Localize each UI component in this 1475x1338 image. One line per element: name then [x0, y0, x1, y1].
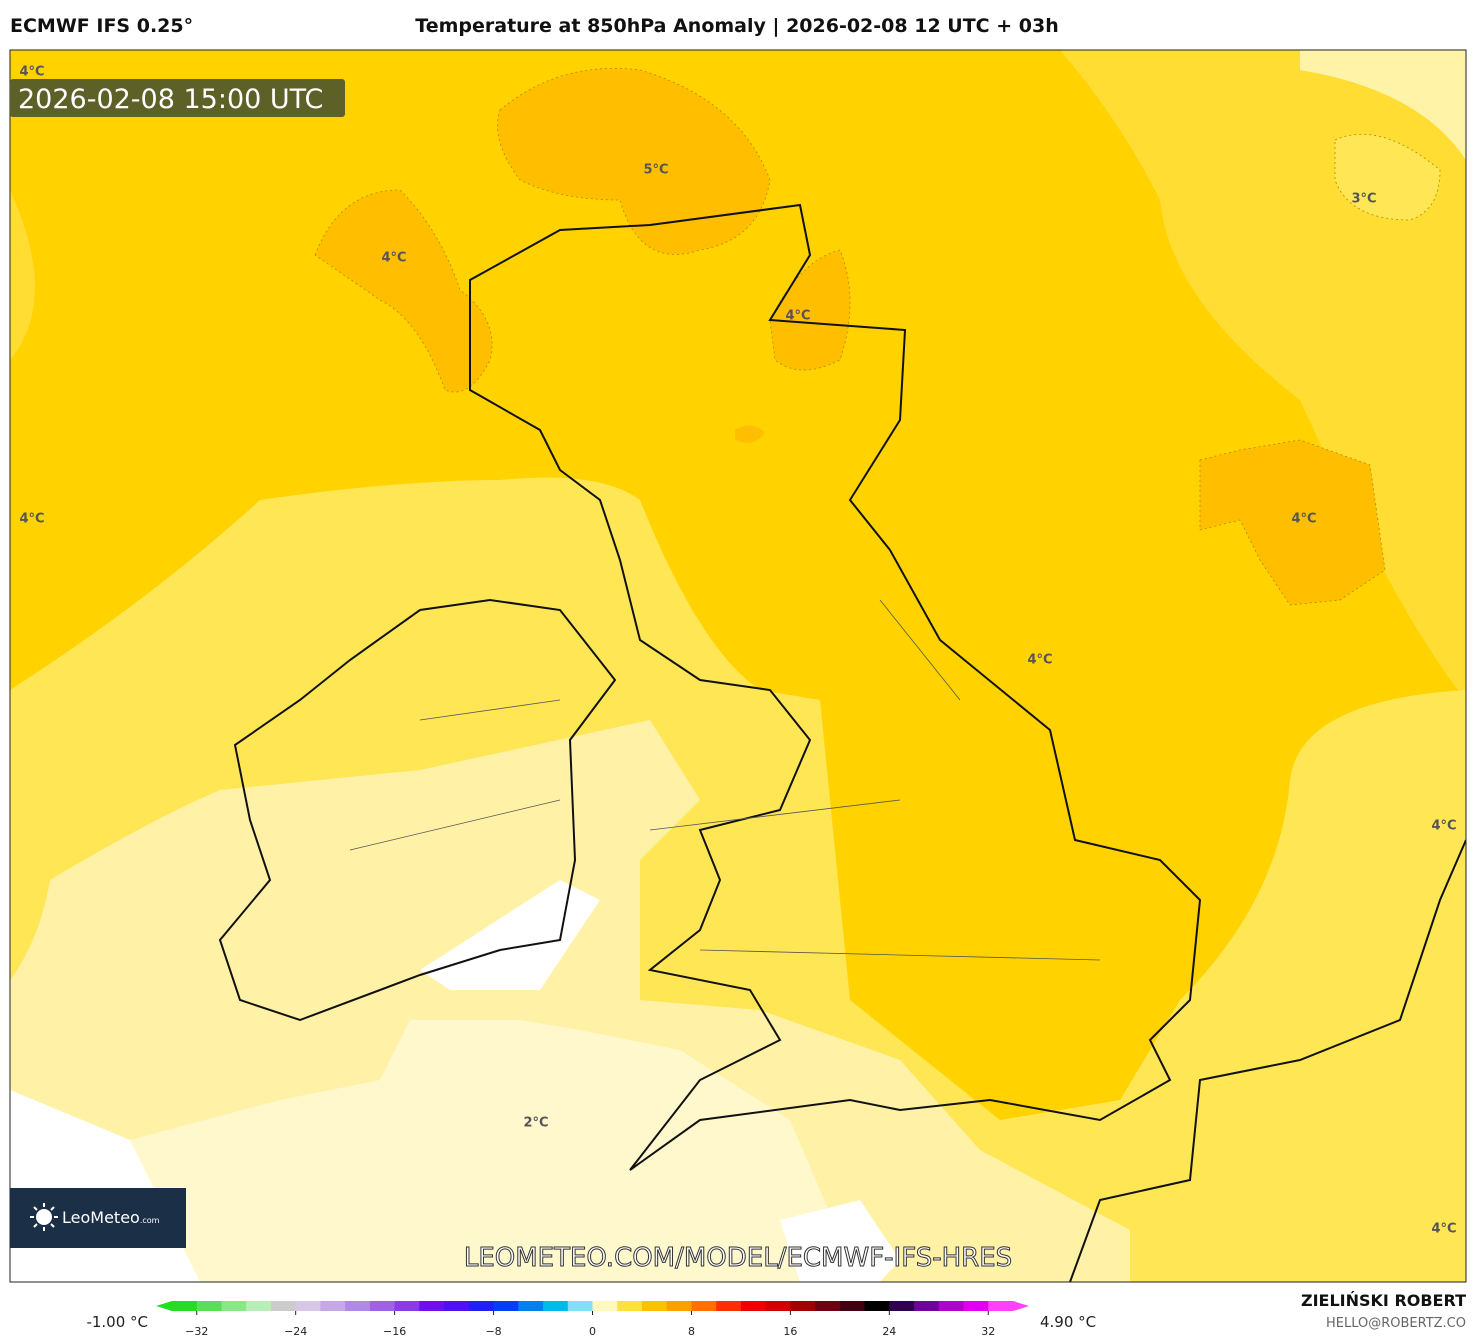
map: 4°C 5°C 4°C 4°C 3°C 4°C 4°C 4°C 4°C 2°C … [9, 49, 1467, 1283]
colorbar-tick-label: 32 [981, 1325, 995, 1338]
colorbar-cell [444, 1301, 470, 1311]
admin-borders [349, 599, 1101, 961]
contour-label: 3°C [1351, 192, 1376, 207]
colorbar-cell [567, 1301, 593, 1311]
contour-label: 2°C [523, 1116, 548, 1131]
colorbar-cell [815, 1301, 841, 1311]
contour-label: 4°C [19, 512, 44, 527]
model-name: ECMWF IFS 0.25° [10, 15, 193, 37]
anomaly-field [1060, 50, 1466, 700]
logo-suffix: .com [140, 1216, 160, 1225]
contour-label: 4°C [785, 309, 810, 324]
anomaly-field [780, 1200, 900, 1282]
colorbar: -1.00 °C 4.90 °C −32 −24 −16 −8 0 8 16 24 32 [86, 1301, 1096, 1338]
logo-name: LeoMeteo [62, 1208, 140, 1227]
colorbar-cell [345, 1301, 371, 1311]
colorbar-cell [889, 1301, 915, 1311]
colorbar-tick-label: −32 [185, 1325, 208, 1338]
logo-sun [30, 1203, 58, 1231]
email: HELLO@ROBERTZ.CO [1326, 1316, 1466, 1331]
colorbar-tick-label: −16 [383, 1325, 406, 1338]
colorbar-cell [468, 1301, 495, 1311]
colorbar-cell [320, 1301, 346, 1311]
colorbar-cell [666, 1301, 692, 1311]
watermark: LEOMETEO.COM/MODEL/ECMWF-IFS-HRES [464, 1243, 1012, 1273]
valid-time: 2026-02-08 15:00 UTC [18, 84, 323, 115]
colorbar-cell [617, 1301, 643, 1311]
colorbar-cell [172, 1301, 198, 1311]
anomaly-blob [1334, 133, 1441, 221]
colorbar-cell [543, 1301, 569, 1311]
anomaly-field [10, 1020, 860, 1282]
colorbar-cell [691, 1301, 717, 1311]
colorbar-end [1013, 1301, 1029, 1311]
colorbar-cell [419, 1301, 445, 1311]
colorbar-tick-label: 24 [882, 1325, 896, 1338]
contour-label: 4°C [1027, 653, 1052, 668]
colorbar-tick-label: −24 [284, 1325, 307, 1338]
colorbar-cell [196, 1301, 222, 1311]
map-frame [9, 49, 1467, 1283]
colorbar-max-label: 4.90 °C [1040, 1313, 1096, 1331]
anomaly-field [1300, 50, 1466, 160]
colorbar-cell [914, 1301, 940, 1311]
colorbar-cell [493, 1301, 519, 1311]
colorbar-cell [988, 1301, 1014, 1311]
colorbar-cell [938, 1301, 965, 1311]
coastline-great-britain [469, 203, 1202, 1171]
contour-label: 4°C [19, 65, 44, 80]
anomaly-field [420, 880, 600, 990]
contour-label: 4°C [1431, 819, 1456, 834]
colorbar-cell [790, 1301, 816, 1311]
contour-label: 5°C [643, 163, 668, 178]
colorbar-cell [369, 1301, 396, 1311]
contour-label: 4°C [1291, 512, 1316, 527]
colorbar-cell [221, 1301, 247, 1311]
colorbar-min-label: -1.00 °C [86, 1313, 148, 1331]
colorbar-cell [839, 1301, 866, 1311]
anomaly-blob [735, 425, 765, 443]
colorbar-tick-label: 8 [688, 1325, 695, 1338]
author: ZIELIŃSKI ROBERT [1301, 1291, 1466, 1310]
colorbar-cell [270, 1301, 297, 1311]
coastline-continent [1069, 839, 1466, 1282]
colorbar-tick-label: −8 [485, 1325, 501, 1338]
colorbar-tick-label: 0 [589, 1325, 596, 1338]
colorbar-cell [518, 1301, 544, 1311]
map-title: Temperature at 850hPa Anomaly | 2026-02-… [415, 15, 1058, 37]
anomaly-field [10, 50, 35, 360]
contour-label: 4°C [1431, 1222, 1456, 1237]
valid-time-box [10, 79, 345, 117]
anomaly-blob [769, 249, 851, 371]
anomaly-blob [497, 67, 771, 255]
colorbar-cell [295, 1301, 321, 1311]
colorbar-cell [740, 1301, 767, 1311]
colorbar-cell [765, 1301, 791, 1311]
colorbar-cell [394, 1301, 420, 1311]
anomaly-blob [1199, 439, 1386, 606]
colorbar-cell [641, 1301, 668, 1311]
colorbar-end [156, 1301, 172, 1311]
colorbar-cell [963, 1301, 989, 1311]
colorbar-cell [246, 1301, 272, 1311]
colorbar-cell [716, 1301, 742, 1311]
anomaly-blob [314, 189, 493, 393]
coastline-ireland [218, 598, 617, 1022]
colorbar-cell [592, 1301, 618, 1311]
colorbar-cell [864, 1301, 890, 1311]
colorbar-tick-label: 16 [783, 1325, 797, 1338]
logo-text: LeoMeteo.com [62, 1208, 160, 1227]
contour-label: 4°C [381, 251, 406, 266]
